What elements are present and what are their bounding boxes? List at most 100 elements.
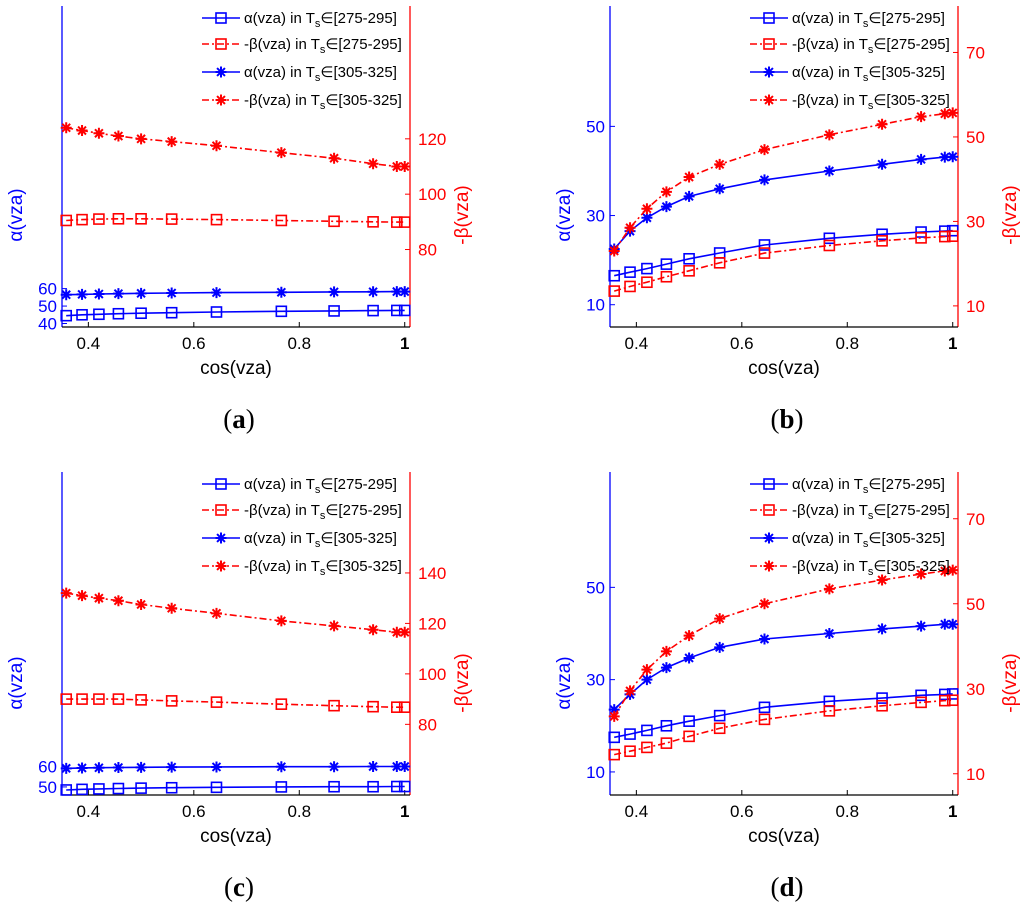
data-point-marker: [683, 630, 695, 642]
panel-label-c: (c): [224, 872, 254, 902]
legend-marker: [215, 532, 227, 544]
data-point-marker: [328, 620, 340, 632]
y-left-tick-label: 30: [586, 207, 605, 226]
data-point-marker: [93, 288, 105, 300]
data-point-marker: [135, 307, 147, 320]
data-point-marker: [398, 216, 411, 228]
data-point-marker: [947, 107, 959, 119]
data-point-marker: [823, 239, 836, 252]
panel-label-a: (a): [223, 404, 255, 434]
data-point-marker: [946, 688, 959, 700]
x-tick-label: 0.8: [835, 334, 859, 353]
data-point-marker: [660, 662, 672, 674]
legend-entry-label: -β(vza) in Ts∈[305-325]: [244, 92, 402, 112]
series-line-3: [613, 155, 953, 250]
data-point-marker: [166, 602, 178, 614]
data-point-marker: [328, 215, 340, 228]
legend-marker: [215, 560, 227, 572]
data-point-marker: [823, 628, 835, 639]
y-left-axis-label: α(vza): [6, 188, 27, 241]
data-point-marker: [947, 618, 959, 630]
data-point-marker: [624, 745, 636, 758]
x-axis-label: cos(vza): [748, 358, 820, 379]
data-point-marker: [624, 728, 636, 740]
data-point-marker: [275, 286, 287, 298]
data-point-marker: [328, 761, 340, 773]
data-point-marker: [660, 201, 672, 213]
data-point-marker: [210, 306, 223, 318]
data-point-marker: [328, 780, 340, 793]
y-left-tick-label: 60: [38, 280, 57, 299]
data-point-marker: [876, 692, 888, 704]
y-left-tick-label: 30: [586, 671, 605, 690]
data-point-marker: [758, 598, 770, 610]
data-point-marker: [713, 709, 726, 722]
data-point-marker: [275, 761, 287, 773]
data-point-marker: [76, 213, 88, 226]
data-point-marker: [939, 618, 951, 630]
data-point-marker: [823, 129, 835, 141]
x-tick-label: 1: [948, 802, 957, 821]
y-left-axis-label: α(vza): [554, 656, 575, 709]
y-right-tick-label: 80: [418, 241, 437, 260]
data-point-marker: [210, 140, 222, 152]
data-point-marker: [93, 308, 105, 321]
legend-entry-label: α(vza) in Ts∈[305-325]: [244, 530, 397, 550]
data-point-marker: [641, 212, 653, 224]
data-point-marker: [939, 694, 951, 707]
data-point-marker: [112, 782, 125, 795]
y-right-axis-label: -β(vza): [452, 185, 473, 244]
data-point-marker: [683, 652, 695, 664]
y-left-tick-label: 50: [586, 578, 605, 597]
data-point-marker: [93, 693, 105, 705]
y-right-axis-label: -β(vza): [1000, 185, 1021, 244]
legend-entry-label: α(vza) in Ts∈[275-295]: [244, 10, 397, 30]
data-point-marker: [210, 213, 223, 226]
data-point-marker: [76, 590, 88, 602]
data-point-marker: [876, 228, 888, 241]
chart-panel-b: 0.4 0.6 0.8 1 10 30 50 10 30 50 70 cos(vza) α(vza) -β…: [554, 6, 1021, 379]
y-left-axis-label: α(vza): [6, 656, 27, 709]
data-point-marker: [210, 696, 223, 708]
x-tick-label: 1: [400, 334, 409, 353]
legend-entry-label: α(vza) in Ts∈[275-295]: [244, 476, 397, 496]
data-point-marker: [60, 122, 72, 134]
data-point-marker: [399, 161, 411, 172]
x-tick-label: 0.4: [625, 334, 649, 353]
data-point-marker: [60, 289, 72, 301]
legend-marker: [215, 478, 227, 490]
y-right-tick-label: 30: [966, 680, 985, 699]
x-tick-label: 0.6: [730, 334, 754, 353]
legend-marker: [215, 12, 227, 24]
y-left-tick-label: 50: [586, 117, 605, 136]
x-tick-label: 0.4: [77, 802, 101, 821]
data-point-marker: [165, 306, 178, 319]
y-right-tick-label: 30: [966, 212, 985, 231]
x-axis-label: cos(vza): [200, 826, 272, 847]
data-point-marker: [641, 664, 653, 676]
data-point-marker: [641, 262, 653, 275]
x-tick-label: 0.6: [730, 802, 754, 821]
data-point-marker: [660, 737, 673, 749]
y-left-tick-label: 50: [38, 778, 57, 797]
data-point-marker: [624, 222, 636, 234]
data-point-marker: [758, 239, 771, 251]
data-point-marker: [915, 153, 927, 165]
data-point-marker: [93, 783, 105, 795]
legend-entry-label: α(vza) in Ts∈[305-325]: [792, 530, 945, 550]
data-point-marker: [683, 190, 695, 202]
data-point-marker: [876, 235, 888, 247]
series-line-1: [66, 309, 405, 317]
data-point-marker: [624, 280, 636, 293]
data-point-marker: [758, 633, 770, 645]
x-tick-label: 1: [948, 334, 957, 353]
data-point-marker: [391, 286, 403, 298]
data-point-marker: [915, 232, 927, 244]
data-point-marker: [76, 762, 88, 774]
data-point-marker: [915, 226, 927, 238]
legend-entry-label: α(vza) in Ts∈[275-295]: [792, 10, 945, 30]
data-point-marker: [641, 741, 653, 754]
data-point-marker: [166, 761, 178, 773]
y-right-tick-label: 120: [418, 614, 446, 633]
legend: α(vza) in Ts∈[275-295] -β(vza) in Ts∈[275…: [202, 476, 402, 578]
